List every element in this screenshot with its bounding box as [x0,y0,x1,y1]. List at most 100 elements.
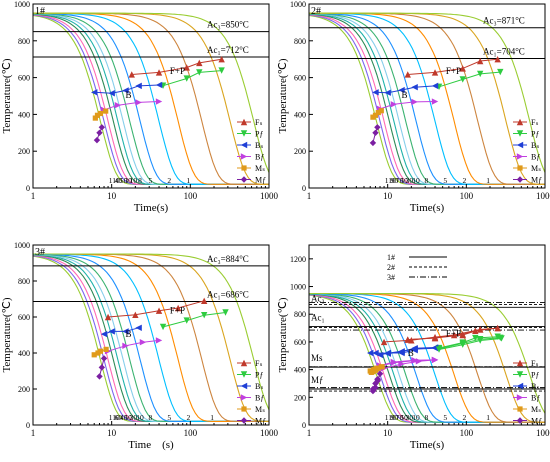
panel-title: 3# [35,247,45,258]
data-point [114,102,122,109]
legend-marker [240,359,248,367]
cooling-rate-label: 40 [120,413,128,422]
data-point [372,349,379,357]
data-point [379,364,385,370]
data-point [200,312,208,319]
legend-marker [240,153,248,160]
y-tick-label: 400 [18,110,30,119]
legend-label: Mƒ [255,176,266,185]
data-point [155,337,163,344]
data-point [494,324,501,332]
cooling-curve [308,293,545,423]
series-line [439,338,502,350]
y-tick-label: 1000 [14,0,30,9]
cooling-rate-label: 30 [406,176,414,185]
cooling-rate-label: 30 [130,413,138,422]
x-tick-label: 10 [107,428,117,438]
data-point [159,323,167,331]
series-line [379,101,436,110]
y-tick-label: 200 [294,147,306,156]
cooling-curve [308,13,545,185]
x-tick-label: 100 [184,191,198,201]
series-line [438,336,498,349]
legend-marker [240,141,248,149]
ac1-ref-label: Ac₁ [311,312,325,322]
x-tick-label: 1000 [536,428,550,438]
steel-legend-label: 2# [387,263,395,272]
data-point [459,65,466,72]
data-point [135,99,142,106]
cooling-curve [309,292,546,414]
legend-label: Mƒ [531,417,542,426]
y-tick-label: 1000 [290,0,306,9]
cooling-rate-label: 10 [136,413,144,422]
y-tick-label: 600 [294,74,306,83]
data-point [367,368,373,374]
cooling-rate-label: 110 [109,413,120,422]
data-point [196,69,203,76]
cooling-rate-label: 40 [115,176,123,185]
data-point [472,334,479,342]
mf-ref-label: Mƒ [311,375,324,385]
legend-label: Mₛ [531,164,541,173]
plot-frame [308,3,546,189]
region-label-b: B [126,90,132,100]
plot-frame [308,244,546,426]
data-point [96,129,103,136]
cooling-curve [32,13,269,185]
data-point [498,335,505,342]
cooling-curve [33,12,269,185]
data-point [372,112,379,118]
y-tick-label: 200 [18,147,30,156]
steel-legend-label: 1# [387,253,395,262]
y-tick-label: 800 [294,37,306,46]
data-point [398,349,405,357]
y-tick-label: 600 [18,313,30,322]
cooling-curve [33,253,269,422]
steel-legend-label: 3# [387,273,395,282]
cooling-rate-label: 8 [138,176,142,185]
legend-marker [516,176,524,183]
legend-marker [517,165,523,171]
data-point [415,358,423,365]
legend-marker [240,417,248,424]
data-point [404,71,411,78]
data-point [431,82,439,90]
legend-marker [517,406,523,412]
legend-label: Fₛ [531,359,538,368]
data-point [132,311,139,319]
ac3-ref-label: Ac₃ [311,293,325,303]
cooling-curve [33,253,269,422]
data-point [122,87,129,94]
data-point [94,112,101,118]
x-tick-label: 1 [307,428,312,438]
y-tick-label: 600 [294,338,306,347]
data-point [97,348,104,354]
cooling-rate-label: 60 [115,413,123,422]
cooling-curve [309,12,545,185]
cooling-curve [33,253,269,422]
data-point [408,337,415,344]
cooling-rate-label: 5 [149,176,153,185]
cooling-curve [32,253,269,422]
data-point [93,136,101,144]
legend-marker [241,406,247,412]
data-point [376,370,384,377]
data-point [367,349,374,357]
legend-marker [240,118,248,126]
cooling-rate-label: 10 [412,176,420,185]
legend-label: Mₛ [531,405,541,414]
panel-title: 2# [311,6,321,17]
combined-panel: 1101001000020040060080010001200Time(s)Te… [277,244,550,451]
x-axis-label: Time (s) [128,439,174,451]
legend-label: Bƒ [255,153,264,162]
y-axis-label: Temperature(℃) [277,297,289,372]
legend-marker [240,394,248,401]
y-tick-label: 0 [302,184,306,193]
data-point [390,358,398,366]
cooling-curve [309,292,545,423]
ms-ref-label: Ms [311,353,323,363]
legend-label: Bₛ [255,141,263,150]
